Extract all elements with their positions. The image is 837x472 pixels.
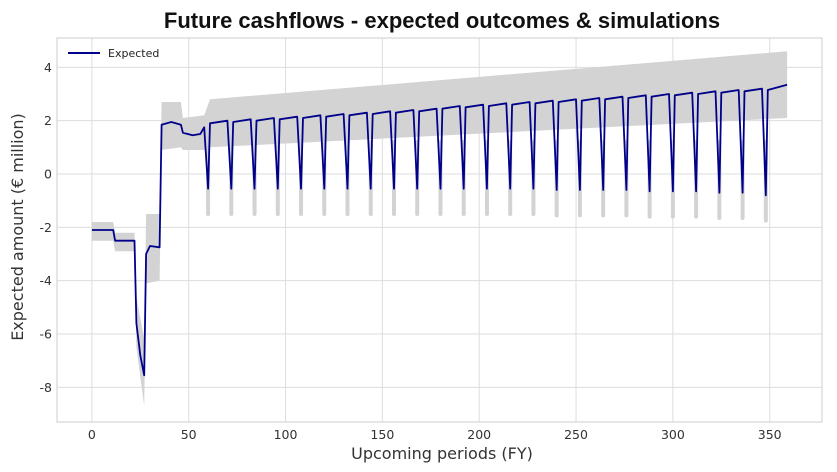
y-tick-label: 4 [44,60,52,75]
x-tick-label: 50 [181,427,197,442]
y-tick-label: -8 [40,380,53,395]
y-tick-label: 2 [44,113,52,128]
x-tick-label: 200 [467,427,491,442]
legend-expected-label: Expected [108,47,159,60]
y-tick-label: -4 [40,273,53,288]
x-tick-label: 100 [274,427,298,442]
x-tick-label: 300 [661,427,685,442]
plot-frame [56,37,823,423]
y-axis-label: Expected amount (€ million) [8,113,27,341]
simulation-band-area [91,51,788,407]
expected-line [91,83,788,377]
y-tick-label: 0 [44,167,52,182]
y-axis-ticks: -8 -6 -4 -2 0 2 4 [40,60,53,395]
y-tick-label: -2 [40,220,52,235]
chart-title: Future cashflows - expected outcomes & s… [164,8,720,33]
x-tick-label: 350 [758,427,782,442]
x-axis-ticks: 0 50 100 150 200 250 300 350 [88,427,782,442]
x-axis-label: Upcoming periods (FY) [351,444,533,463]
expected-series [91,83,788,377]
x-tick-label: 250 [564,427,588,442]
y-tick-label: -6 [40,327,53,342]
x-tick-label: 150 [370,427,394,442]
x-tick-label: 0 [88,427,96,442]
legend: Expected [68,47,159,60]
